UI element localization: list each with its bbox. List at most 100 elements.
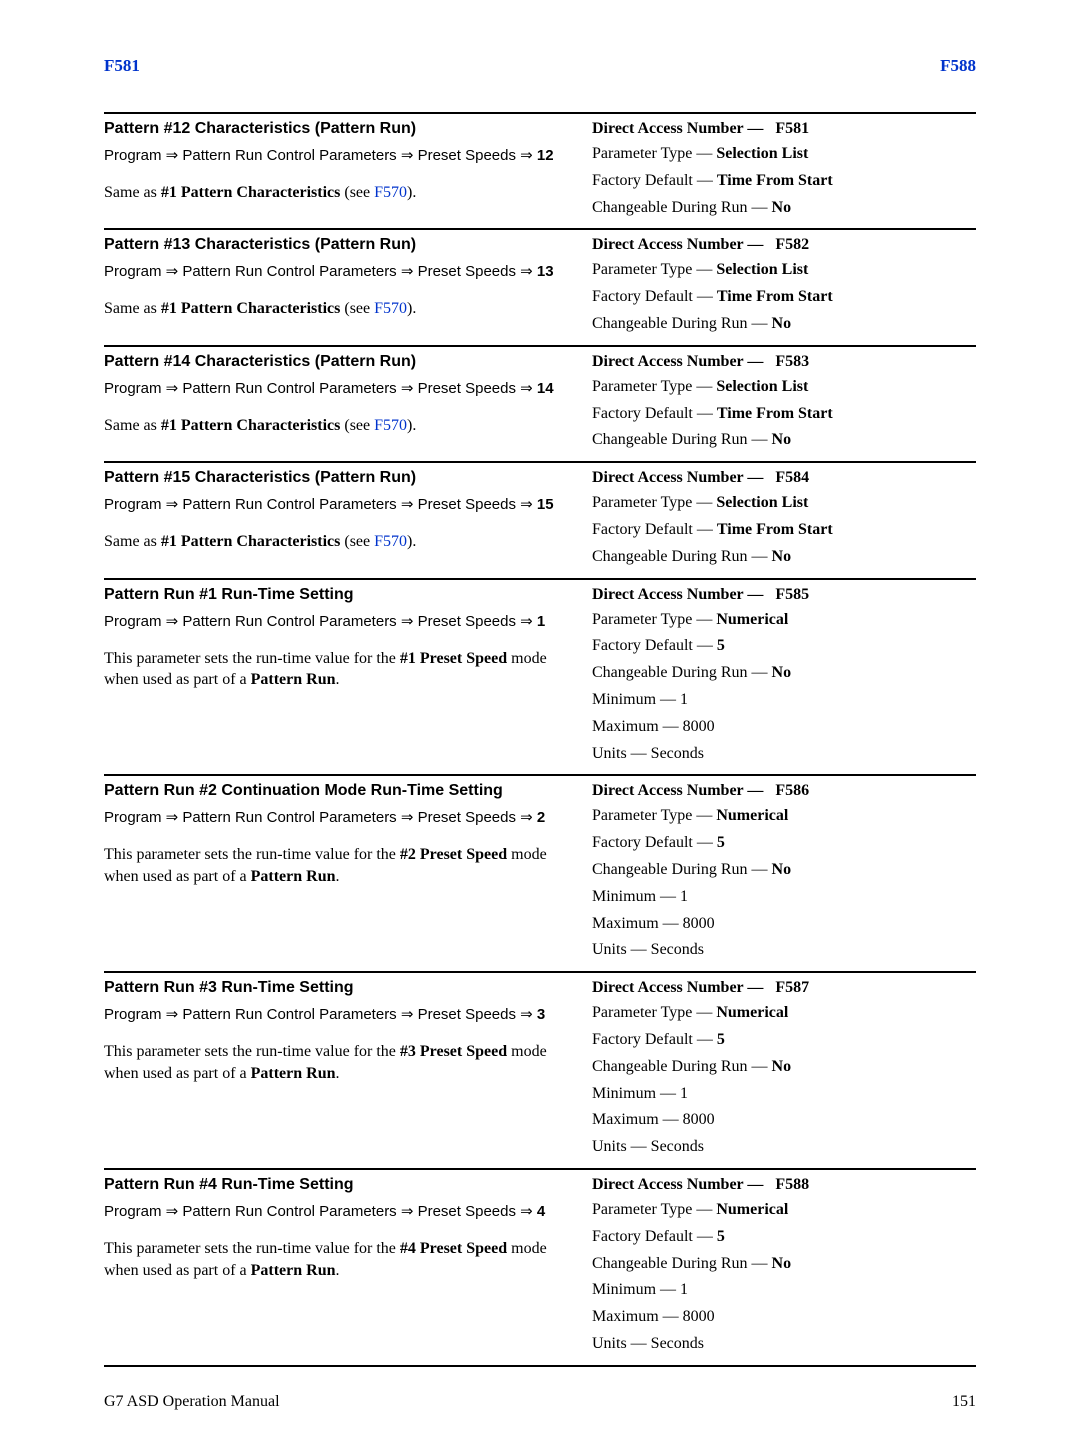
footer: G7 ASD Operation Manual 151 — [104, 1393, 976, 1411]
description: Same as #1 Pattern Characteristics (see … — [104, 531, 574, 553]
right-column: Parameter Type — NumericalFactory Defaul… — [592, 608, 976, 769]
direct-access-number: Direct Access Number — F584 — [592, 469, 976, 487]
parameter-section: Pattern Run #4 Run-Time SettingDirect Ac… — [104, 1168, 976, 1367]
parameter-title: Pattern #14 Characteristics (Pattern Run… — [104, 353, 592, 371]
parameter-section: Pattern #12 Characteristics (Pattern Run… — [104, 112, 976, 228]
attribute-line: Parameter Type — Selection List — [592, 142, 976, 167]
right-column: Parameter Type — Selection ListFactory D… — [592, 142, 976, 222]
direct-access-number: Direct Access Number — F587 — [592, 979, 976, 997]
right-column: Parameter Type — Selection ListFactory D… — [592, 375, 976, 455]
direct-access-number: Direct Access Number — F586 — [592, 782, 976, 800]
parameter-section: Pattern Run #3 Run-Time SettingDirect Ac… — [104, 971, 976, 1168]
breadcrumb: Program ⇒ Pattern Run Control Parameters… — [104, 146, 574, 164]
attribute-line: Units — Seconds — [592, 742, 976, 767]
body-row: Program ⇒ Pattern Run Control Parameters… — [104, 804, 976, 965]
parameter-section: Pattern Run #1 Run-Time SettingDirect Ac… — [104, 578, 976, 775]
right-column: Parameter Type — NumericalFactory Defaul… — [592, 1198, 976, 1359]
attribute-line: Changeable During Run — No — [592, 661, 976, 686]
right-column: Parameter Type — NumericalFactory Defaul… — [592, 804, 976, 965]
title-row: Pattern Run #4 Run-Time SettingDirect Ac… — [104, 1176, 976, 1194]
attribute-line: Parameter Type — Numerical — [592, 1001, 976, 1026]
title-row: Pattern Run #1 Run-Time SettingDirect Ac… — [104, 586, 976, 604]
parameter-section: Pattern #13 Characteristics (Pattern Run… — [104, 228, 976, 344]
attribute-line: Units — Seconds — [592, 1135, 976, 1160]
header-link-right[interactable]: F588 — [940, 56, 976, 76]
body-row: Program ⇒ Pattern Run Control Parameters… — [104, 608, 976, 769]
attribute-line: Parameter Type — Selection List — [592, 491, 976, 516]
attribute-line: Units — Seconds — [592, 1332, 976, 1357]
title-row: Pattern #15 Characteristics (Pattern Run… — [104, 469, 976, 487]
right-column: Parameter Type — NumericalFactory Defaul… — [592, 1001, 976, 1162]
body-row: Program ⇒ Pattern Run Control Parameters… — [104, 375, 976, 455]
description: This parameter sets the run-time value f… — [104, 648, 574, 691]
breadcrumb: Program ⇒ Pattern Run Control Parameters… — [104, 612, 574, 630]
attribute-line: Factory Default — 5 — [592, 1028, 976, 1053]
attribute-line: Changeable During Run — No — [592, 858, 976, 883]
body-row: Program ⇒ Pattern Run Control Parameters… — [104, 1001, 976, 1162]
body-row: Program ⇒ Pattern Run Control Parameters… — [104, 142, 976, 222]
description: This parameter sets the run-time value f… — [104, 1041, 574, 1084]
attribute-line: Factory Default — Time From Start — [592, 169, 976, 194]
attribute-line: Changeable During Run — No — [592, 545, 976, 570]
direct-access-number: Direct Access Number — F581 — [592, 120, 976, 138]
attribute-line: Factory Default — Time From Start — [592, 285, 976, 310]
parameter-title: Pattern #12 Characteristics (Pattern Run… — [104, 120, 592, 138]
direct-access-number: Direct Access Number — F583 — [592, 353, 976, 371]
description: This parameter sets the run-time value f… — [104, 844, 574, 887]
body-row: Program ⇒ Pattern Run Control Parameters… — [104, 258, 976, 338]
attribute-line: Changeable During Run — No — [592, 312, 976, 337]
page: F581 F588 Pattern #12 Characteristics (P… — [0, 0, 1080, 1451]
direct-access-number: Direct Access Number — F588 — [592, 1176, 976, 1194]
attribute-line: Units — Seconds — [592, 938, 976, 963]
attribute-line: Maximum — 8000 — [592, 715, 976, 740]
left-column: Program ⇒ Pattern Run Control Parameters… — [104, 1001, 592, 1162]
parameter-title: Pattern Run #1 Run-Time Setting — [104, 586, 592, 604]
parameter-title: Pattern Run #4 Run-Time Setting — [104, 1176, 592, 1194]
attribute-line: Maximum — 8000 — [592, 1305, 976, 1330]
description: Same as #1 Pattern Characteristics (see … — [104, 182, 574, 204]
attribute-line: Factory Default — Time From Start — [592, 402, 976, 427]
description: This parameter sets the run-time value f… — [104, 1238, 574, 1281]
link-f570[interactable]: F570 — [374, 300, 407, 317]
left-column: Program ⇒ Pattern Run Control Parameters… — [104, 142, 592, 222]
title-row: Pattern Run #2 Continuation Mode Run-Tim… — [104, 782, 976, 800]
breadcrumb: Program ⇒ Pattern Run Control Parameters… — [104, 1202, 574, 1220]
right-column: Parameter Type — Selection ListFactory D… — [592, 491, 976, 571]
footer-page-number: 151 — [952, 1393, 976, 1411]
breadcrumb: Program ⇒ Pattern Run Control Parameters… — [104, 495, 574, 513]
link-f570[interactable]: F570 — [374, 533, 407, 550]
body-row: Program ⇒ Pattern Run Control Parameters… — [104, 491, 976, 571]
left-column: Program ⇒ Pattern Run Control Parameters… — [104, 375, 592, 455]
description: Same as #1 Pattern Characteristics (see … — [104, 415, 574, 437]
attribute-line: Changeable During Run — No — [592, 1055, 976, 1080]
left-column: Program ⇒ Pattern Run Control Parameters… — [104, 491, 592, 571]
description: Same as #1 Pattern Characteristics (see … — [104, 298, 574, 320]
left-column: Program ⇒ Pattern Run Control Parameters… — [104, 804, 592, 965]
header: F581 F588 — [104, 56, 976, 76]
parameter-title: Pattern #15 Characteristics (Pattern Run… — [104, 469, 592, 487]
parameter-title: Pattern Run #2 Continuation Mode Run-Tim… — [104, 782, 592, 800]
sections-container: Pattern #12 Characteristics (Pattern Run… — [104, 112, 976, 1367]
attribute-line: Minimum — 1 — [592, 1082, 976, 1107]
breadcrumb: Program ⇒ Pattern Run Control Parameters… — [104, 1005, 574, 1023]
attribute-line: Factory Default — 5 — [592, 831, 976, 856]
attribute-line: Parameter Type — Numerical — [592, 608, 976, 633]
attribute-line: Factory Default — Time From Start — [592, 518, 976, 543]
breadcrumb: Program ⇒ Pattern Run Control Parameters… — [104, 808, 574, 826]
attribute-line: Minimum — 1 — [592, 1278, 976, 1303]
attribute-line: Factory Default — 5 — [592, 634, 976, 659]
attribute-line: Changeable During Run — No — [592, 196, 976, 221]
parameter-section: Pattern #14 Characteristics (Pattern Run… — [104, 345, 976, 461]
link-f570[interactable]: F570 — [374, 417, 407, 434]
title-row: Pattern #12 Characteristics (Pattern Run… — [104, 120, 976, 138]
attribute-line: Minimum — 1 — [592, 885, 976, 910]
left-column: Program ⇒ Pattern Run Control Parameters… — [104, 258, 592, 338]
header-link-left[interactable]: F581 — [104, 56, 140, 76]
attribute-line: Changeable During Run — No — [592, 1252, 976, 1277]
right-column: Parameter Type — Selection ListFactory D… — [592, 258, 976, 338]
title-row: Pattern Run #3 Run-Time SettingDirect Ac… — [104, 979, 976, 997]
parameter-title: Pattern Run #3 Run-Time Setting — [104, 979, 592, 997]
parameter-section: Pattern #15 Characteristics (Pattern Run… — [104, 461, 976, 577]
attribute-line: Parameter Type — Selection List — [592, 375, 976, 400]
link-f570[interactable]: F570 — [374, 184, 407, 201]
